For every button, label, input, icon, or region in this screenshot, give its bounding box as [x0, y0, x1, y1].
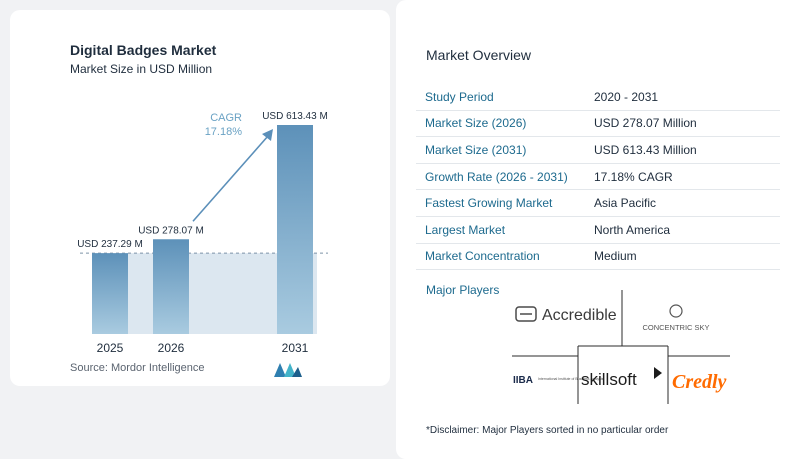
- row-largest-market: Largest Market North America: [416, 217, 780, 244]
- bar-chart: USD 237.29 M 2025 USD 278.07 M 2026 USD 613.…: [77, 111, 328, 355]
- bar-2025: [92, 253, 128, 334]
- players-title: Major Players: [426, 283, 500, 297]
- cagr-arrow: [192, 135, 269, 222]
- row-fastest-growing: Fastest Growing Market Asia Pacific: [416, 190, 780, 217]
- cagr-arrowhead-icon: [262, 129, 273, 141]
- source-note: Source: Mordor Intelligence: [70, 362, 205, 374]
- chart-subtitle: Market Size in USD Million: [70, 62, 213, 76]
- mordor-logo-icon: [274, 363, 302, 377]
- tick-label-2025: 2025: [97, 341, 124, 355]
- row-growth-rate: Growth Rate (2026 - 2031) 17.18% CAGR: [416, 164, 780, 191]
- data-label-2026: USD 278.07 M: [138, 225, 204, 236]
- chart-title: Digital Badges Market: [70, 42, 217, 58]
- bar-2031: [277, 125, 313, 334]
- cagr-label: CAGR: [210, 112, 242, 124]
- tick-label-2026: 2026: [158, 341, 185, 355]
- overview-table: Study Period 2020 - 2031 Market Size (202…: [416, 84, 780, 271]
- overview-title: Market Overview: [426, 47, 532, 63]
- row-concentration: Market Concentration Medium: [416, 244, 780, 271]
- bar-2026: [153, 239, 189, 334]
- row-study-period: Study Period 2020 - 2031: [416, 84, 780, 111]
- disclaimer: *Disclaimer: Major Players sorted in no …: [426, 425, 669, 436]
- data-label-2025: USD 237.29 M: [77, 239, 143, 250]
- overview-card: [396, 0, 800, 459]
- data-label-2031: USD 613.43 M: [262, 111, 328, 122]
- tick-label-2031: 2031: [282, 341, 309, 355]
- cagr-value: 17.18%: [205, 126, 243, 138]
- row-market-size-2026: Market Size (2026) USD 278.07 Million: [416, 111, 780, 138]
- row-market-size-2031: Market Size (2031) USD 613.43 Million: [416, 137, 780, 164]
